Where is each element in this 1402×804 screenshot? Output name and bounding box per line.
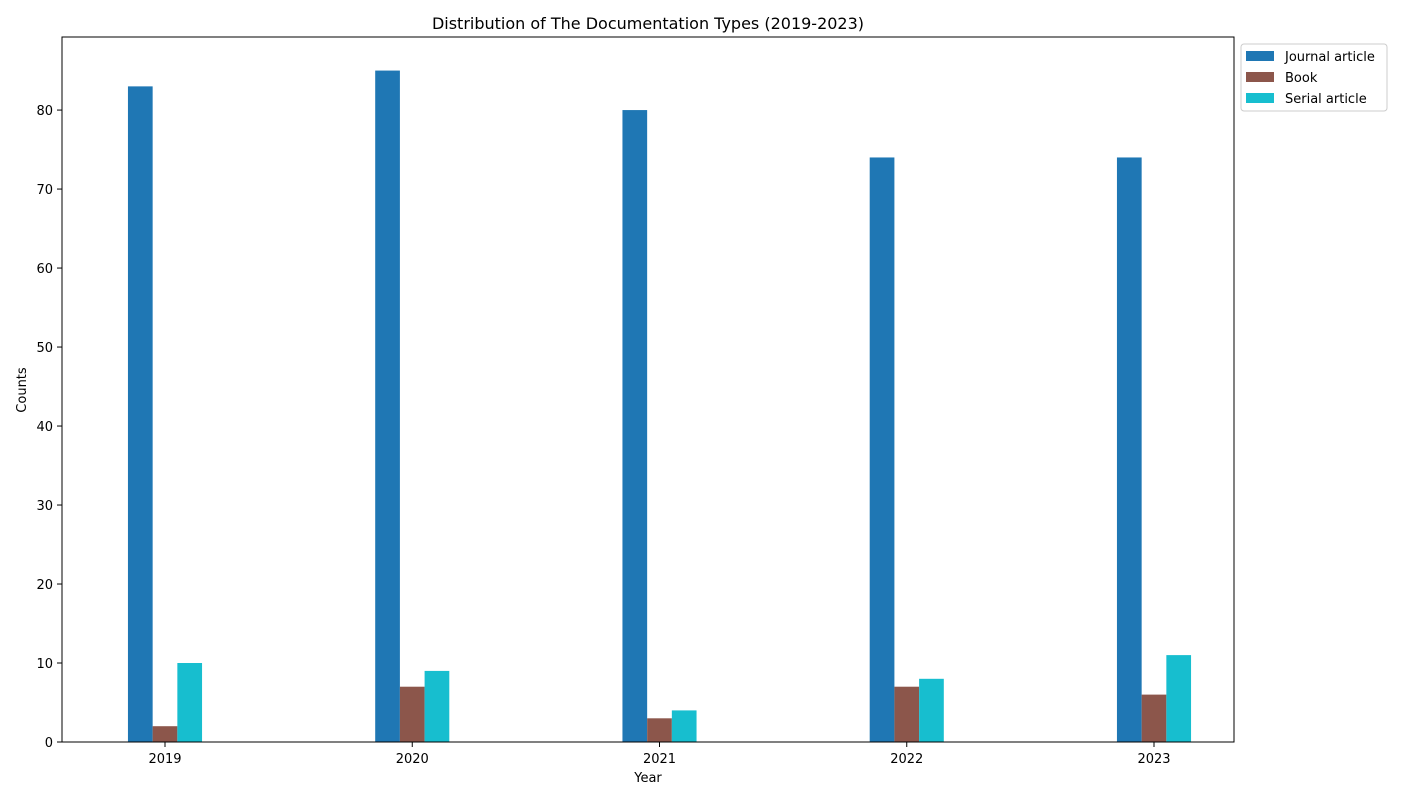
bar-serial-article-2021 bbox=[671, 710, 697, 742]
chart-title: Distribution of The Documentation Types … bbox=[432, 14, 864, 33]
legend-swatch bbox=[1246, 72, 1274, 82]
legend-swatch bbox=[1246, 93, 1274, 103]
legend-label: Serial article bbox=[1285, 92, 1367, 107]
bar-journal-article-2021 bbox=[622, 110, 648, 742]
x-tick-label: 2021 bbox=[643, 752, 676, 767]
plot-frame bbox=[61, 36, 1235, 743]
y-axis-label: Counts bbox=[15, 367, 30, 413]
y-tick-label: 10 bbox=[36, 657, 53, 672]
bar-book-2020 bbox=[399, 686, 425, 742]
bar-journal-article-2019 bbox=[127, 86, 153, 742]
bar-journal-article-2020 bbox=[375, 70, 400, 743]
legend-swatch bbox=[1246, 51, 1274, 61]
bar-serial-article-2022 bbox=[919, 678, 944, 742]
x-tick-label: 2020 bbox=[396, 752, 429, 767]
y-tick-label: 30 bbox=[36, 499, 53, 514]
y-tick-label: 40 bbox=[36, 420, 53, 435]
bar-journal-article-2023 bbox=[1116, 157, 1142, 743]
x-tick-label: 2023 bbox=[1137, 752, 1170, 767]
legend-label: Book bbox=[1285, 71, 1318, 86]
x-axis: 2019 2020 2021 2022 2023 bbox=[148, 742, 1171, 767]
bar-book-2021 bbox=[647, 718, 672, 742]
x-axis-label: Year bbox=[633, 771, 662, 786]
y-axis: 0 10 20 30 40 50 60 70 80 bbox=[36, 104, 62, 751]
y-tick-label: 70 bbox=[36, 183, 53, 198]
y-tick-label: 0 bbox=[45, 736, 53, 751]
legend: Journal article Book Serial article bbox=[1240, 43, 1388, 112]
y-tick-label: 20 bbox=[36, 578, 53, 593]
bar-serial-article-2020 bbox=[424, 670, 450, 742]
bar-serial-article-2023 bbox=[1166, 655, 1192, 742]
bar-serial-article-2019 bbox=[177, 663, 203, 742]
bar-journal-article-2022 bbox=[869, 157, 895, 743]
y-tick-label: 80 bbox=[36, 104, 53, 119]
x-tick-label: 2022 bbox=[890, 752, 923, 767]
y-tick-label: 60 bbox=[36, 262, 53, 277]
bar-book-2019 bbox=[152, 726, 178, 742]
plot-area bbox=[127, 70, 1192, 743]
y-tick-label: 50 bbox=[36, 341, 53, 356]
bar-book-2023 bbox=[1141, 694, 1167, 742]
bar-book-2022 bbox=[894, 686, 920, 742]
legend-label: Journal article bbox=[1284, 50, 1375, 65]
legend-box bbox=[1240, 43, 1388, 112]
x-tick-label: 2019 bbox=[148, 752, 181, 767]
